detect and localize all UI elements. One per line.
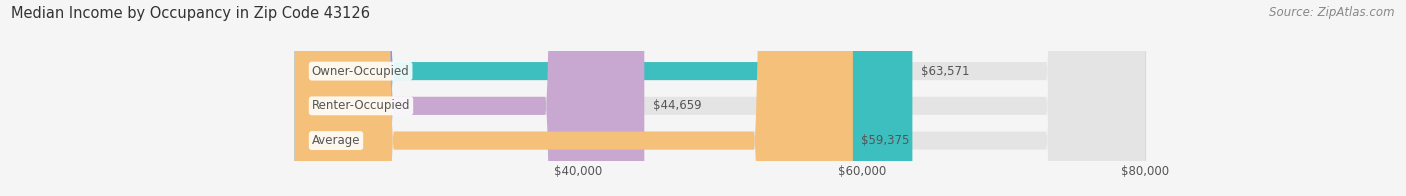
Text: Source: ZipAtlas.com: Source: ZipAtlas.com <box>1270 6 1395 19</box>
Text: Average: Average <box>312 134 360 147</box>
Text: $63,571: $63,571 <box>921 65 969 78</box>
FancyBboxPatch shape <box>295 0 912 196</box>
FancyBboxPatch shape <box>295 0 1146 196</box>
FancyBboxPatch shape <box>295 0 853 196</box>
Text: Renter-Occupied: Renter-Occupied <box>312 99 411 112</box>
FancyBboxPatch shape <box>295 0 644 196</box>
Text: $44,659: $44,659 <box>652 99 702 112</box>
FancyBboxPatch shape <box>295 0 1146 196</box>
Text: Owner-Occupied: Owner-Occupied <box>312 65 409 78</box>
Text: $59,375: $59,375 <box>862 134 910 147</box>
Text: Median Income by Occupancy in Zip Code 43126: Median Income by Occupancy in Zip Code 4… <box>11 6 370 21</box>
FancyBboxPatch shape <box>295 0 1146 196</box>
